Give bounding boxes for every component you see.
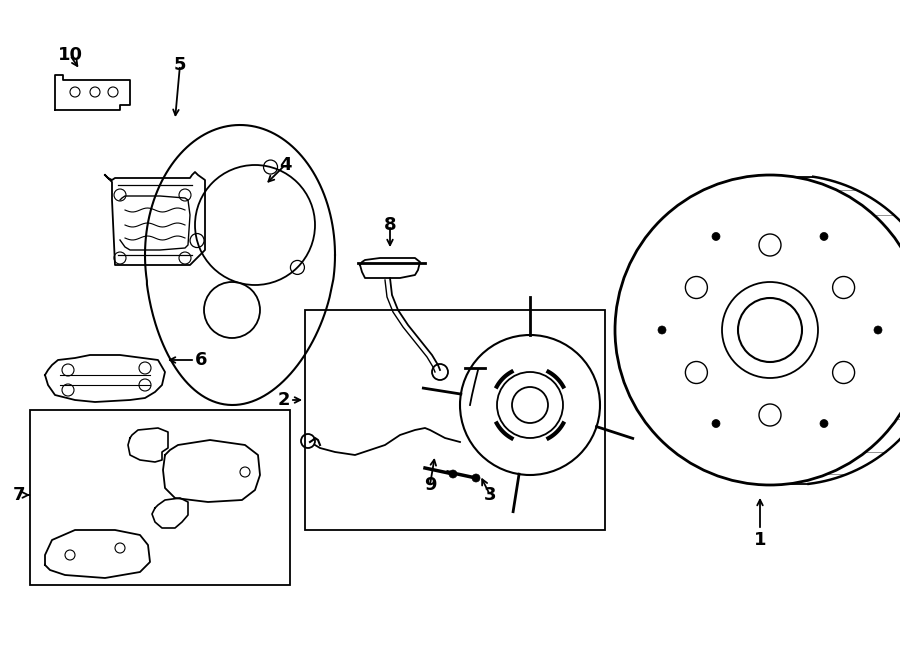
Text: 5: 5 (174, 56, 186, 74)
Text: 10: 10 (58, 46, 83, 64)
Circle shape (449, 470, 457, 478)
Circle shape (874, 326, 882, 334)
Bar (30, 410, 290, 585)
Text: 1: 1 (754, 531, 766, 549)
Text: 8: 8 (383, 216, 396, 234)
Text: 7: 7 (13, 486, 25, 504)
Circle shape (472, 474, 480, 482)
Polygon shape (45, 355, 165, 402)
Circle shape (820, 233, 828, 241)
Circle shape (712, 420, 720, 428)
Circle shape (820, 420, 828, 428)
Text: 9: 9 (424, 476, 436, 494)
Text: 6: 6 (195, 351, 208, 369)
Circle shape (712, 233, 720, 241)
Text: 4: 4 (279, 156, 292, 174)
Text: 3: 3 (484, 486, 496, 504)
Circle shape (658, 326, 666, 334)
Bar (305, 310, 605, 530)
Circle shape (204, 282, 260, 338)
Text: 2: 2 (277, 391, 290, 409)
